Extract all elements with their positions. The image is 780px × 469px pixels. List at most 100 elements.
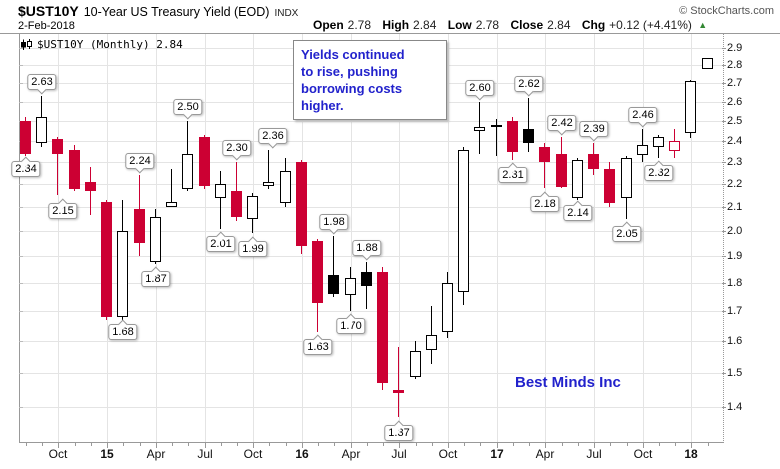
x-axis-tick	[172, 443, 173, 446]
y-axis-tick	[722, 184, 726, 185]
plot-legend-text: $UST10Y (Monthly) 2.84	[37, 38, 183, 51]
x-axis-label: Jul	[197, 447, 213, 461]
grid-line-horizontal	[20, 311, 722, 312]
price-callout: 2.18	[530, 196, 560, 212]
candle-sep-2014	[36, 117, 47, 143]
annotation-line: to rise, pushing	[301, 64, 398, 79]
y-axis-tick-left	[19, 341, 23, 342]
y-axis-tick-left	[19, 48, 23, 49]
y-axis-tick	[722, 256, 726, 257]
y-axis-label: 1.4	[727, 401, 743, 413]
quote-date: 2-Feb-2018	[18, 20, 75, 32]
x-axis-tick	[237, 443, 238, 446]
candle-may-2017	[556, 154, 567, 187]
candle-jan-2015	[101, 202, 112, 317]
y-axis-tick	[722, 162, 726, 163]
price-callout: 2.62	[514, 76, 544, 92]
x-axis-tick	[75, 443, 76, 446]
price-callout: 2.36	[258, 128, 288, 144]
candle-jul-2016	[393, 390, 404, 393]
y-axis-label: 2.2	[727, 178, 743, 190]
plot-legend: $UST10Y (Monthly) 2.84	[20, 38, 183, 51]
x-axis-tick	[205, 443, 206, 448]
candle-dec-2014	[85, 182, 96, 191]
x-axis-tick	[464, 443, 465, 446]
candle-may-2016	[361, 272, 372, 286]
x-axis-tick	[691, 443, 692, 448]
candle-sep-2015	[231, 191, 242, 217]
x-axis-tick	[269, 443, 270, 446]
y-axis-tick	[722, 341, 726, 342]
x-axis-tick	[513, 443, 514, 446]
y-axis-label: 1.8	[727, 277, 743, 289]
candle-apr-2017	[539, 147, 550, 162]
open-label: Open	[313, 18, 344, 32]
x-axis-tick	[318, 443, 319, 446]
price-callout: 2.60	[465, 80, 495, 96]
x-axis-tick	[334, 443, 335, 446]
grid-line-vertical	[691, 34, 692, 442]
y-axis-tick	[722, 283, 726, 284]
grid-line-horizontal	[20, 184, 722, 185]
price-callout: 1.99	[238, 241, 268, 257]
grid-line-vertical	[58, 34, 59, 442]
candle-wick	[171, 169, 172, 207]
y-axis-label: 2.5	[727, 115, 743, 127]
candle-aug-2014	[20, 121, 31, 154]
candle-wick	[528, 98, 529, 152]
candle-jun-2015	[182, 154, 193, 189]
price-callout: 2.50	[173, 99, 203, 115]
grid-line-vertical	[497, 34, 498, 442]
y-axis-tick	[722, 102, 726, 103]
candle-nov-2014	[69, 150, 80, 189]
x-axis-tick	[562, 443, 563, 446]
y-axis-tick-left	[19, 207, 23, 208]
grid-line-horizontal	[20, 407, 722, 408]
price-callout: 2.01	[206, 236, 236, 252]
exchange-label: INDX	[274, 8, 299, 19]
x-axis-label: Jul	[586, 447, 602, 461]
x-axis-tick	[594, 443, 595, 448]
candle-sep-2017	[621, 158, 632, 198]
x-axis-tick	[26, 443, 27, 446]
price-callout: 1.63	[303, 339, 333, 355]
grid-line-horizontal	[20, 162, 722, 163]
x-axis-label: Apr	[341, 447, 361, 461]
stockcharts-copyright: © StockCharts.com	[679, 5, 774, 17]
y-axis-label: 2.1	[727, 201, 743, 213]
y-axis-label: 1.6	[727, 335, 743, 347]
grid-line-horizontal	[20, 141, 722, 142]
price-callout: 2.14	[563, 205, 593, 221]
x-axis-label: Oct	[633, 447, 653, 461]
grid-line-vertical	[545, 34, 546, 442]
annotation-box: Yields continued to rise, pushing borrowin…	[293, 40, 447, 120]
close-value: 2.84	[547, 18, 571, 32]
low-label: Low	[447, 18, 472, 32]
x-axis-label: Oct	[438, 447, 458, 461]
price-callout: 1.68	[108, 324, 138, 340]
x-axis-label: 15	[100, 447, 114, 461]
y-axis-tick	[722, 65, 726, 66]
y-axis-tick-left	[19, 65, 23, 66]
x-axis-tick	[416, 443, 417, 446]
price-callout: 2.32	[644, 165, 674, 181]
price-callout: 2.24	[125, 153, 155, 169]
y-axis-label: 1.9	[727, 250, 743, 262]
x-axis-tick	[643, 443, 644, 448]
x-axis-tick	[675, 443, 676, 446]
candle-aug-2016	[410, 351, 421, 377]
y-axis-tick-left	[19, 231, 23, 232]
y-axis-tick-left	[19, 407, 23, 408]
grid-line-horizontal	[20, 373, 722, 374]
x-axis-tick	[578, 443, 579, 446]
y-axis-label: 2.3	[727, 156, 743, 168]
grid-line-horizontal	[20, 207, 722, 208]
open-value: 2.78	[347, 18, 372, 32]
x-axis-tick	[480, 443, 481, 446]
x-axis-tick	[708, 443, 709, 446]
y-axis-tick	[722, 121, 726, 122]
y-axis-label: 1.7	[727, 305, 743, 317]
x-axis-tick	[107, 443, 108, 448]
price-callout: 1.87	[141, 271, 171, 287]
price-callout: 2.46	[628, 107, 658, 123]
